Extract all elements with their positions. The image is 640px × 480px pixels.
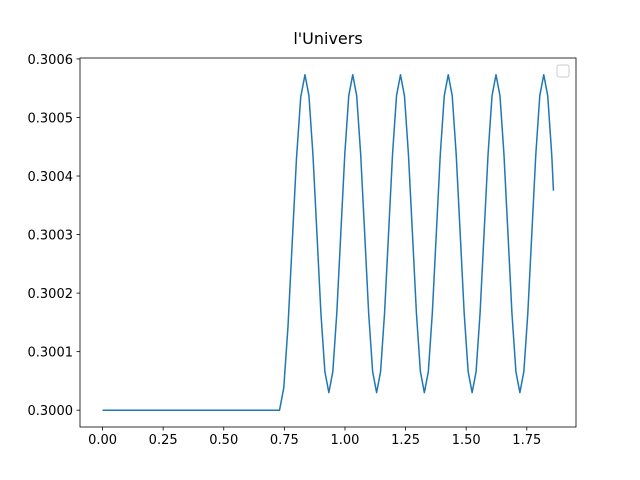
y-tick-label: 0.3005 xyxy=(28,111,74,126)
x-tick-label: 1.25 xyxy=(391,433,420,448)
x-tick-label: 1.75 xyxy=(512,433,541,448)
data-line xyxy=(102,73,555,411)
x-tick-label: 0.75 xyxy=(270,433,299,448)
chart-title: l'Univers xyxy=(293,29,362,48)
y-tick-label: 0.3000 xyxy=(28,404,74,419)
x-tick-label: 1.00 xyxy=(330,433,359,448)
legend-box xyxy=(556,64,570,78)
y-tick-label: 0.3002 xyxy=(28,287,74,302)
y-tick-label: 0.3006 xyxy=(28,53,74,68)
x-tick-label: 0.25 xyxy=(149,433,178,448)
plot-frame xyxy=(79,57,577,428)
y-tick-label: 0.3004 xyxy=(28,170,74,185)
x-tick-label: 1.50 xyxy=(452,433,481,448)
y-tick-label: 0.3001 xyxy=(28,346,74,361)
y-tick-label: 0.3003 xyxy=(28,229,74,244)
x-tick-label: 0.00 xyxy=(88,433,117,448)
x-tick-label: 0.50 xyxy=(209,433,238,448)
